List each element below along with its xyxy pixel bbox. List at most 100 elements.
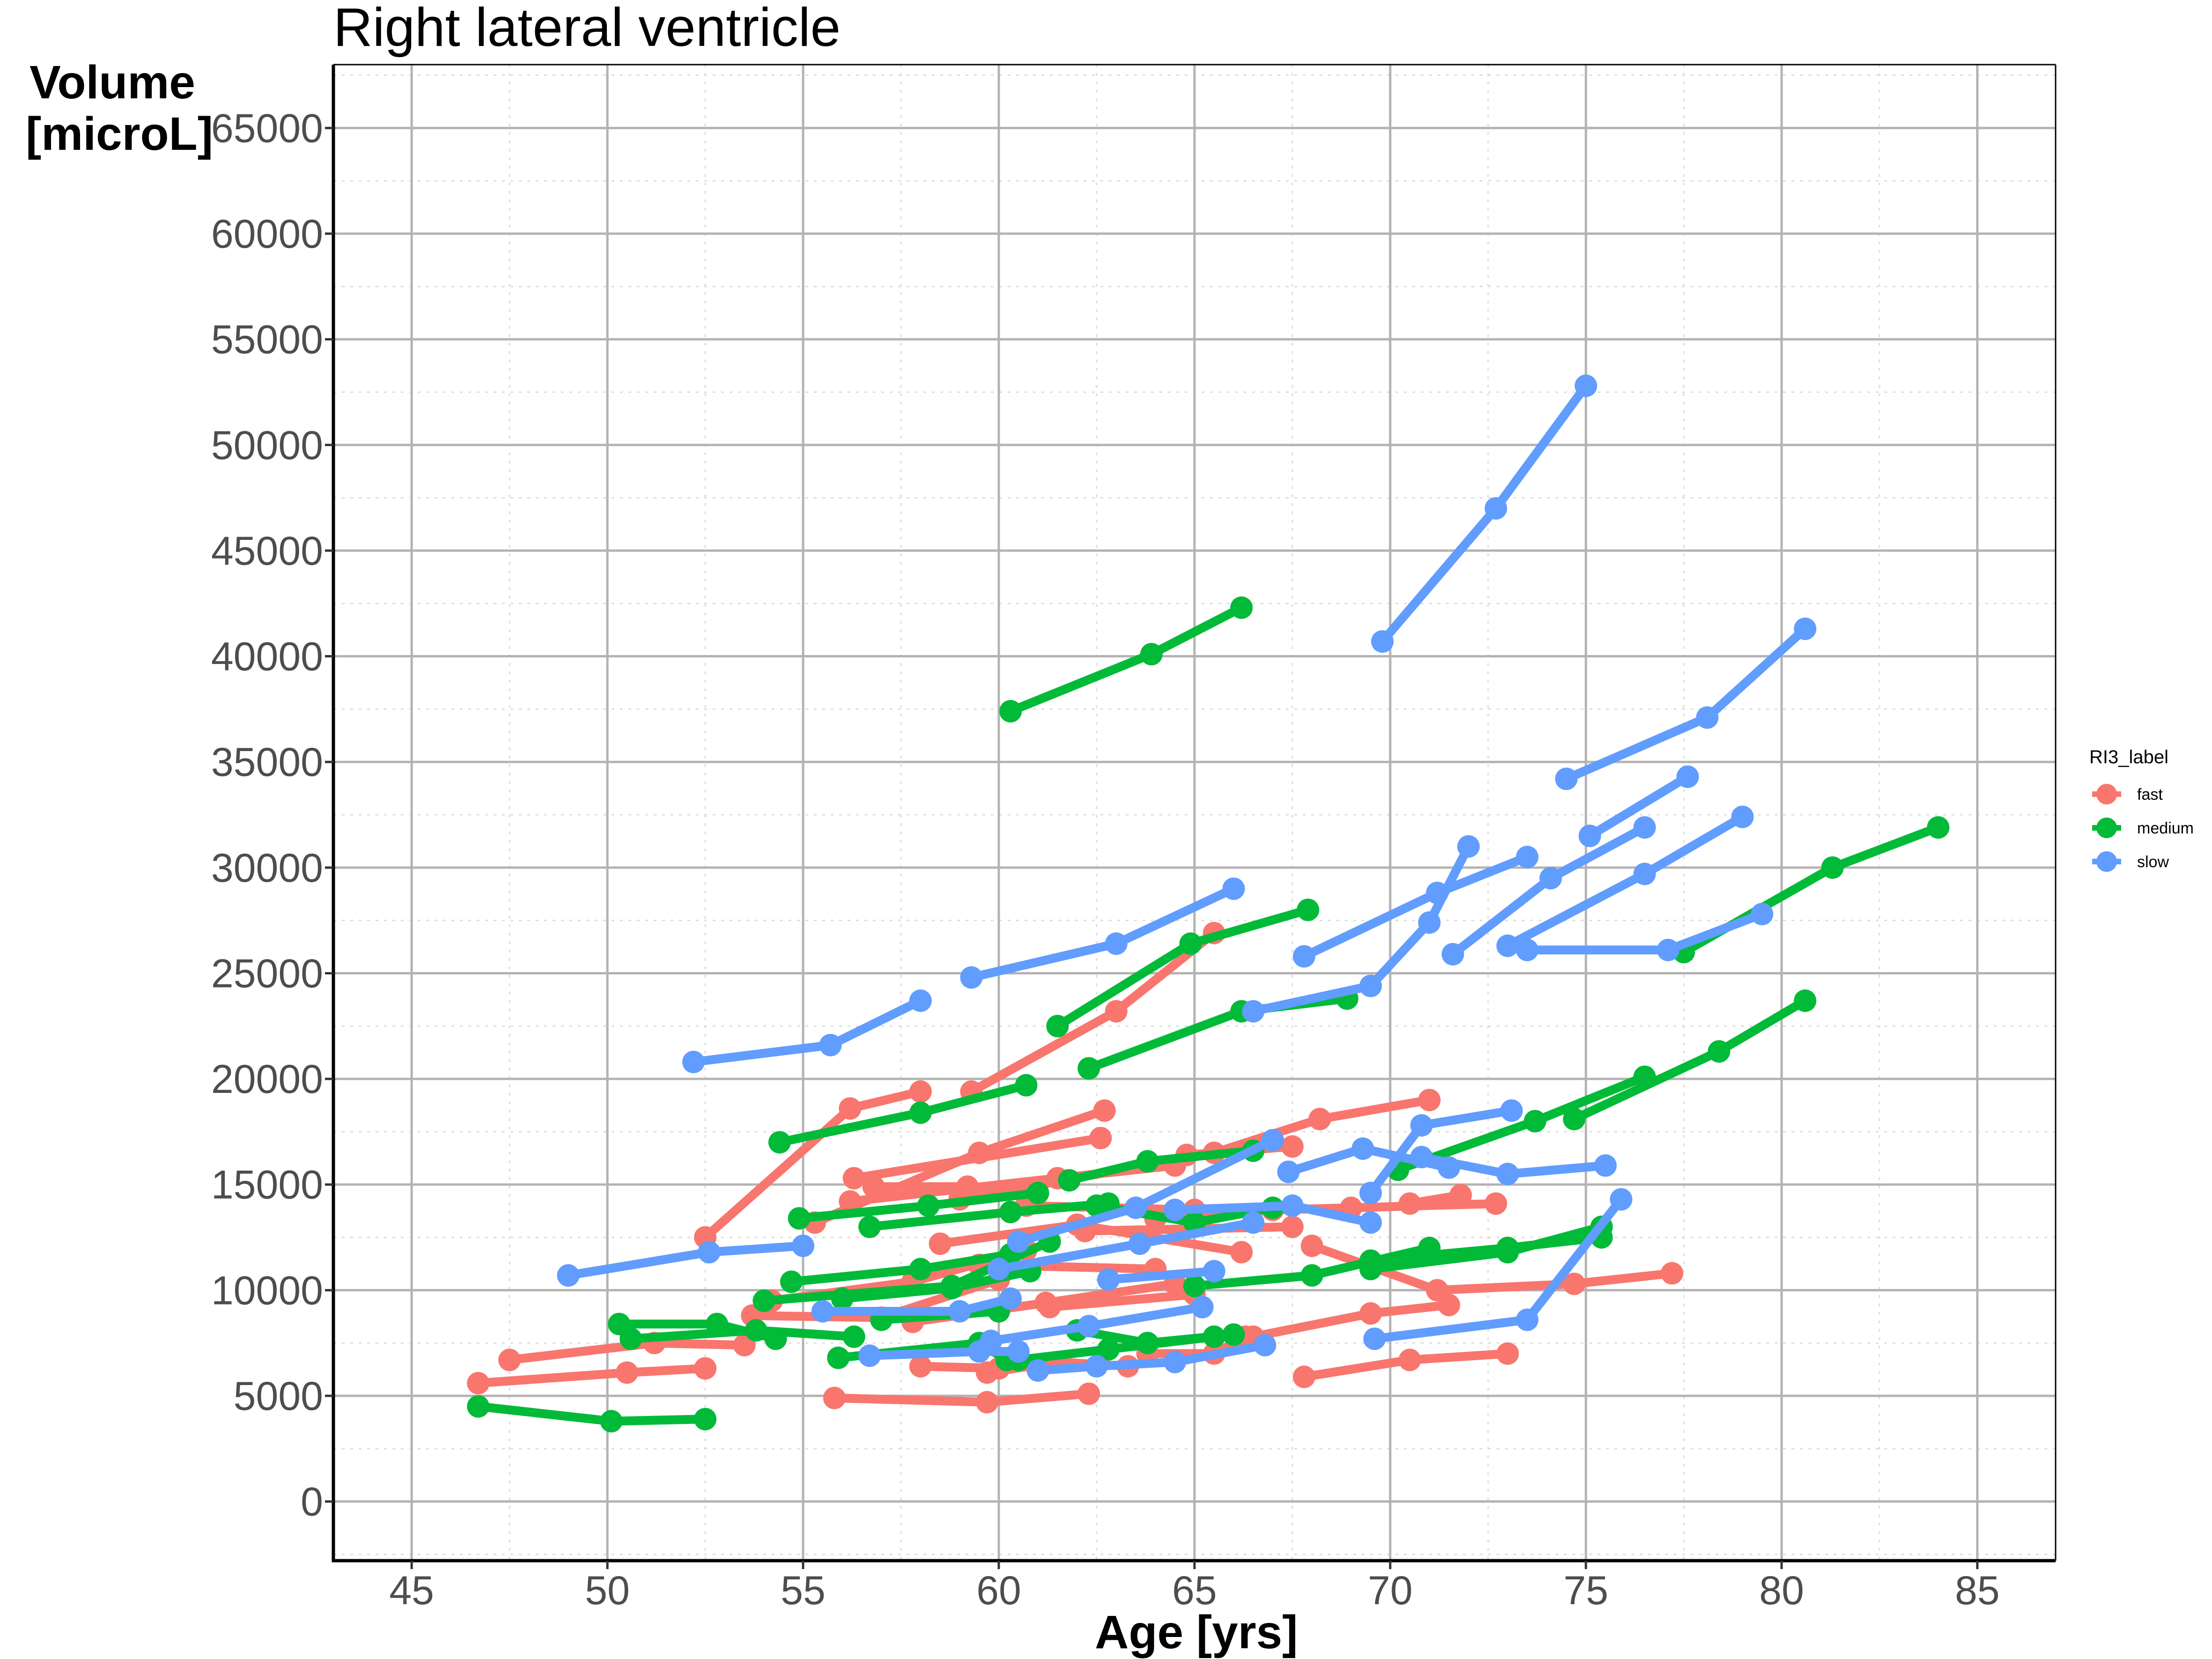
data-point [858,1215,881,1238]
data-point [1351,1137,1374,1160]
y-axis-label-line-1: Volume [29,56,195,109]
data-point [1371,630,1394,653]
data-point [1058,1169,1081,1192]
data-point [1293,945,1316,968]
data-point [980,1329,1003,1352]
series-slow [1441,816,1656,966]
legend-item-slow: slow [2092,851,2169,872]
data-point [467,1395,490,1418]
data-point [1097,1268,1120,1291]
data-point [1751,903,1774,926]
x-tick-label: 60 [976,1568,1021,1613]
data-point [1563,1272,1585,1295]
series-medium [619,1319,865,1350]
data-point [909,989,932,1012]
data-point [1516,1308,1539,1331]
y-axis-label-line-2: [microL] [26,108,213,160]
series-slow [960,877,1245,989]
series-medium [788,1181,1049,1230]
data-point [1821,856,1844,879]
data-point [1657,938,1680,961]
x-tick-label: 65 [1172,1568,1217,1613]
data-point [498,1349,521,1371]
x-tick-label: 80 [1759,1568,1804,1613]
series-fast [467,1357,717,1394]
data-point [698,1241,721,1264]
series-slow [1516,903,1774,961]
data-point [1164,1350,1187,1373]
data-point [1418,911,1441,934]
data-point [1222,1323,1245,1346]
x-tick-label: 70 [1368,1568,1413,1613]
data-point [839,1190,862,1213]
series-medium [1046,899,1320,1038]
data-point [1253,1334,1276,1357]
series-slow [1293,846,1539,968]
data-point [988,1258,1010,1281]
series-slow [1578,765,1699,848]
data-point [1105,1000,1128,1023]
data-point [752,1289,775,1312]
legend-key-point [2096,818,2117,838]
series-slow [1555,617,1817,790]
data-point [1484,497,1507,520]
data-point [975,1391,998,1414]
series-fast [1398,1184,1472,1215]
data-point [999,1201,1022,1224]
legend-title: RI3_label [2089,747,2168,767]
data-point [1015,1074,1038,1097]
data-point [1359,974,1382,997]
data-point [1660,1262,1683,1285]
data-point [694,1357,717,1380]
data-point [1077,1315,1100,1338]
data-point [1164,1198,1187,1221]
data-point [1281,1215,1304,1238]
data-point [1183,1275,1206,1298]
series-fast [823,1382,1100,1414]
data-point [1457,835,1480,858]
series-slow [1371,374,1597,653]
x-tick-label: 55 [781,1568,826,1613]
data-point [1633,816,1656,839]
legend-label: slow [2137,853,2169,871]
data-point [1398,1349,1421,1371]
data-point [1007,1230,1030,1253]
series-slow [811,1287,1022,1323]
data-point [1261,1128,1284,1151]
y-tick-label: 5000 [234,1374,323,1419]
y-tick-label: 20000 [211,1057,323,1102]
data-point [1496,1237,1519,1260]
y-tick-label: 30000 [211,846,323,891]
series-medium [768,1074,1038,1154]
legend-item-fast: fast [2092,784,2163,804]
data-point [792,1234,815,1257]
y-tick-label: 40000 [211,634,323,679]
series-slow [1359,1099,1523,1204]
series-line [1108,1267,1215,1284]
data-point [1563,1107,1585,1130]
series-slow [980,1296,1214,1352]
data-point [909,1101,932,1124]
y-tick-label: 15000 [211,1163,323,1208]
legend-label: medium [2137,819,2194,837]
data-point [831,1287,854,1310]
data-point [1300,1264,1323,1287]
legend-item-medium: medium [2092,818,2194,838]
data-point [1363,1327,1386,1350]
y-tick-label: 50000 [211,423,323,468]
data-point [682,1051,705,1073]
data-point [1038,1296,1061,1319]
legend: RI3_label fast medium slow [2089,747,2194,872]
data-point [811,1300,834,1323]
data-point [1089,1127,1112,1150]
series-medium [999,596,1253,723]
data-point [1046,1015,1069,1038]
data-point [1410,1146,1433,1169]
data-point [827,1346,850,1369]
data-point [1578,825,1601,848]
data-point [1077,1382,1100,1405]
data-point [1026,1181,1049,1204]
data-point [1731,805,1754,828]
data-point [768,1131,791,1154]
